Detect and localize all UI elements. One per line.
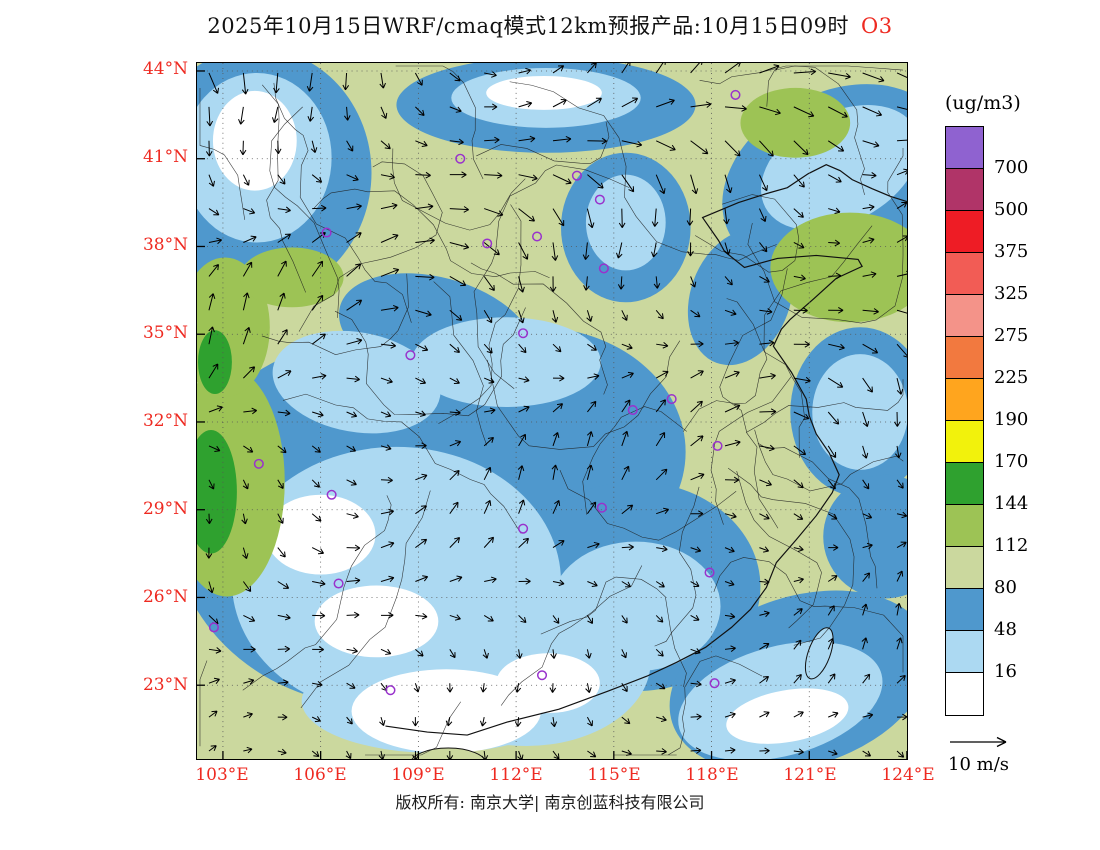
station-marker — [208, 622, 219, 633]
concentration-regions-layer — [197, 63, 907, 759]
colorbar-tick-label: 170 — [994, 451, 1029, 472]
station-marker — [532, 231, 543, 242]
colorbar-tick-label: 144 — [994, 493, 1029, 514]
station-marker — [253, 458, 264, 469]
colorbar-tick-label: 375 — [994, 241, 1029, 262]
colorbar-tick-label: 275 — [994, 325, 1029, 346]
station-marker — [571, 170, 582, 181]
colorbar-segment — [946, 127, 983, 169]
station-marker — [326, 489, 337, 500]
axis-tick-marks — [197, 70, 907, 759]
y-tick-label: 32°N — [142, 411, 188, 431]
y-tick-label: 38°N — [142, 235, 188, 255]
colorbar-tick-label: 225 — [994, 367, 1029, 388]
station-marker — [666, 393, 677, 405]
station-marker — [598, 263, 609, 274]
page-title: 2025年10月15日WRF/cmaq模式12km预报产品:10月15日09时 O… — [0, 10, 1100, 40]
y-tick-label: 23°N — [142, 675, 188, 695]
station-marker — [594, 194, 605, 205]
colorbar: (ug/m3) 700 500 375 325 275 225 190 170 144 112 80… — [945, 92, 1028, 716]
colorbar-bar — [945, 126, 984, 716]
colorbar-segment — [946, 337, 983, 379]
colorbar-tick-label: 500 — [994, 199, 1029, 220]
colorbar-tick-label: 112 — [994, 535, 1029, 556]
station-marker — [385, 685, 396, 696]
wind-arrows-layer — [205, 63, 907, 759]
station-marker — [704, 567, 715, 578]
colorbar-segment — [946, 211, 983, 253]
colorbar-segment — [946, 421, 983, 463]
x-tick-label: 109°E — [391, 765, 445, 785]
wind-reference-label: 10 m/s — [948, 754, 1009, 775]
station-marker — [536, 670, 548, 681]
x-tick-label: 124°E — [881, 765, 935, 785]
taiwan-island — [804, 627, 834, 680]
species-label: O3 — [861, 14, 893, 38]
map-plot — [196, 62, 908, 760]
colorbar-units: (ug/m3) — [945, 92, 1021, 114]
station-marker — [709, 678, 720, 689]
colorbar-segment — [946, 673, 983, 715]
wind-reference-arrow-icon — [950, 736, 1007, 748]
map-canvas — [197, 63, 907, 759]
x-tick-label: 118°E — [685, 765, 739, 785]
station-marker — [518, 328, 529, 339]
station-marker — [333, 578, 344, 589]
colorbar-segment — [946, 169, 983, 211]
y-tick-label: 29°N — [142, 499, 188, 519]
colorbar-segment — [946, 505, 983, 547]
station-marker — [518, 523, 529, 534]
x-tick-label: 106°E — [293, 765, 347, 785]
x-tick-label: 103°E — [195, 765, 249, 785]
colorbar-tick-label: 700 — [994, 157, 1029, 178]
graticule-layer — [197, 63, 907, 759]
colorbar-segment — [946, 253, 983, 295]
y-tick-label: 26°N — [142, 587, 188, 607]
x-tick-label: 112°E — [489, 765, 543, 785]
y-tick-label: 35°N — [142, 323, 188, 343]
x-tick-label: 121°E — [783, 765, 837, 785]
coastline — [385, 164, 907, 736]
colorbar-tick-label: 190 — [994, 409, 1029, 430]
station-marker — [455, 153, 466, 164]
station-marker — [712, 440, 723, 451]
colorbar-segment — [946, 547, 983, 589]
station-marker — [482, 238, 493, 249]
colorbar-segment — [946, 379, 983, 421]
station-marker — [596, 502, 607, 513]
colorbar-segment — [946, 463, 983, 505]
colorbar-segment — [946, 295, 983, 337]
x-tick-label: 115°E — [587, 765, 641, 785]
y-tick-label: 41°N — [142, 147, 188, 167]
colorbar-segment — [946, 589, 983, 631]
station-marker — [321, 227, 332, 238]
station-markers-layer — [208, 89, 741, 696]
station-marker — [405, 350, 416, 361]
colorbar-tick-label: 16 — [994, 661, 1017, 682]
copyright-text: 版权所有: 南京大学| 南京创蓝科技有限公司 — [395, 793, 705, 812]
y-tick-label: 44°N — [142, 59, 188, 79]
title-text: 2025年10月15日WRF/cmaq模式12km预报产品:10月15日09时 — [207, 14, 850, 38]
station-marker — [730, 89, 741, 100]
colorbar-tick-label: 48 — [994, 619, 1017, 640]
colorbar-scale: 700 500 375 325 275 225 190 170 144 112 80 48 16 — [945, 126, 1028, 716]
colorbar-segment — [946, 631, 983, 673]
wind-scale-legend: 10 m/s — [948, 733, 1068, 775]
station-marker — [627, 404, 638, 416]
colorbar-tick-label: 80 — [994, 577, 1017, 598]
colorbar-tick-label: 325 — [994, 283, 1029, 304]
